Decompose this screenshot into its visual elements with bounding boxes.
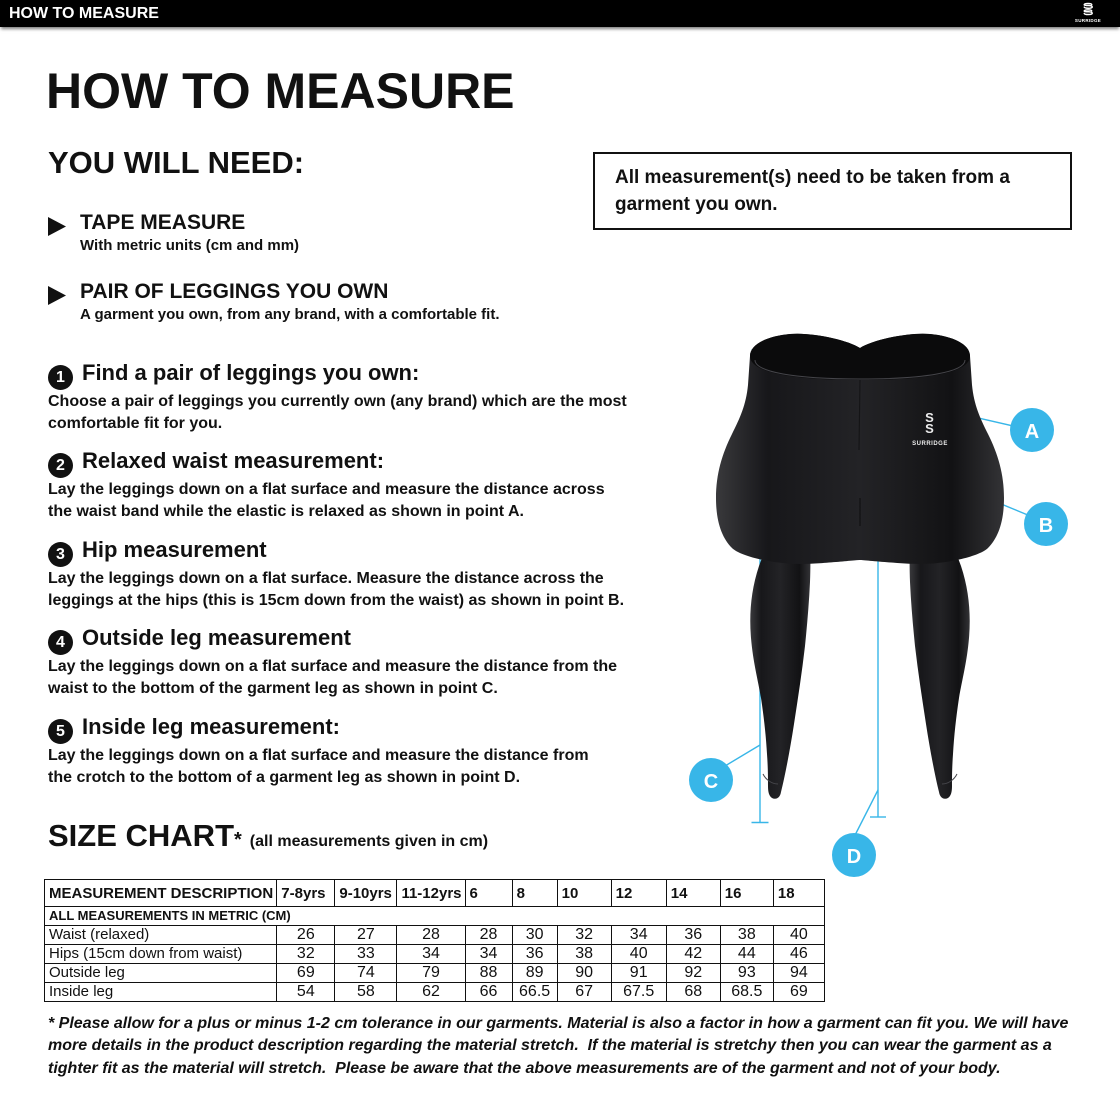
svg-text:SURRIDGE: SURRIDGE [912, 441, 948, 447]
svg-text:S: S [925, 421, 935, 436]
